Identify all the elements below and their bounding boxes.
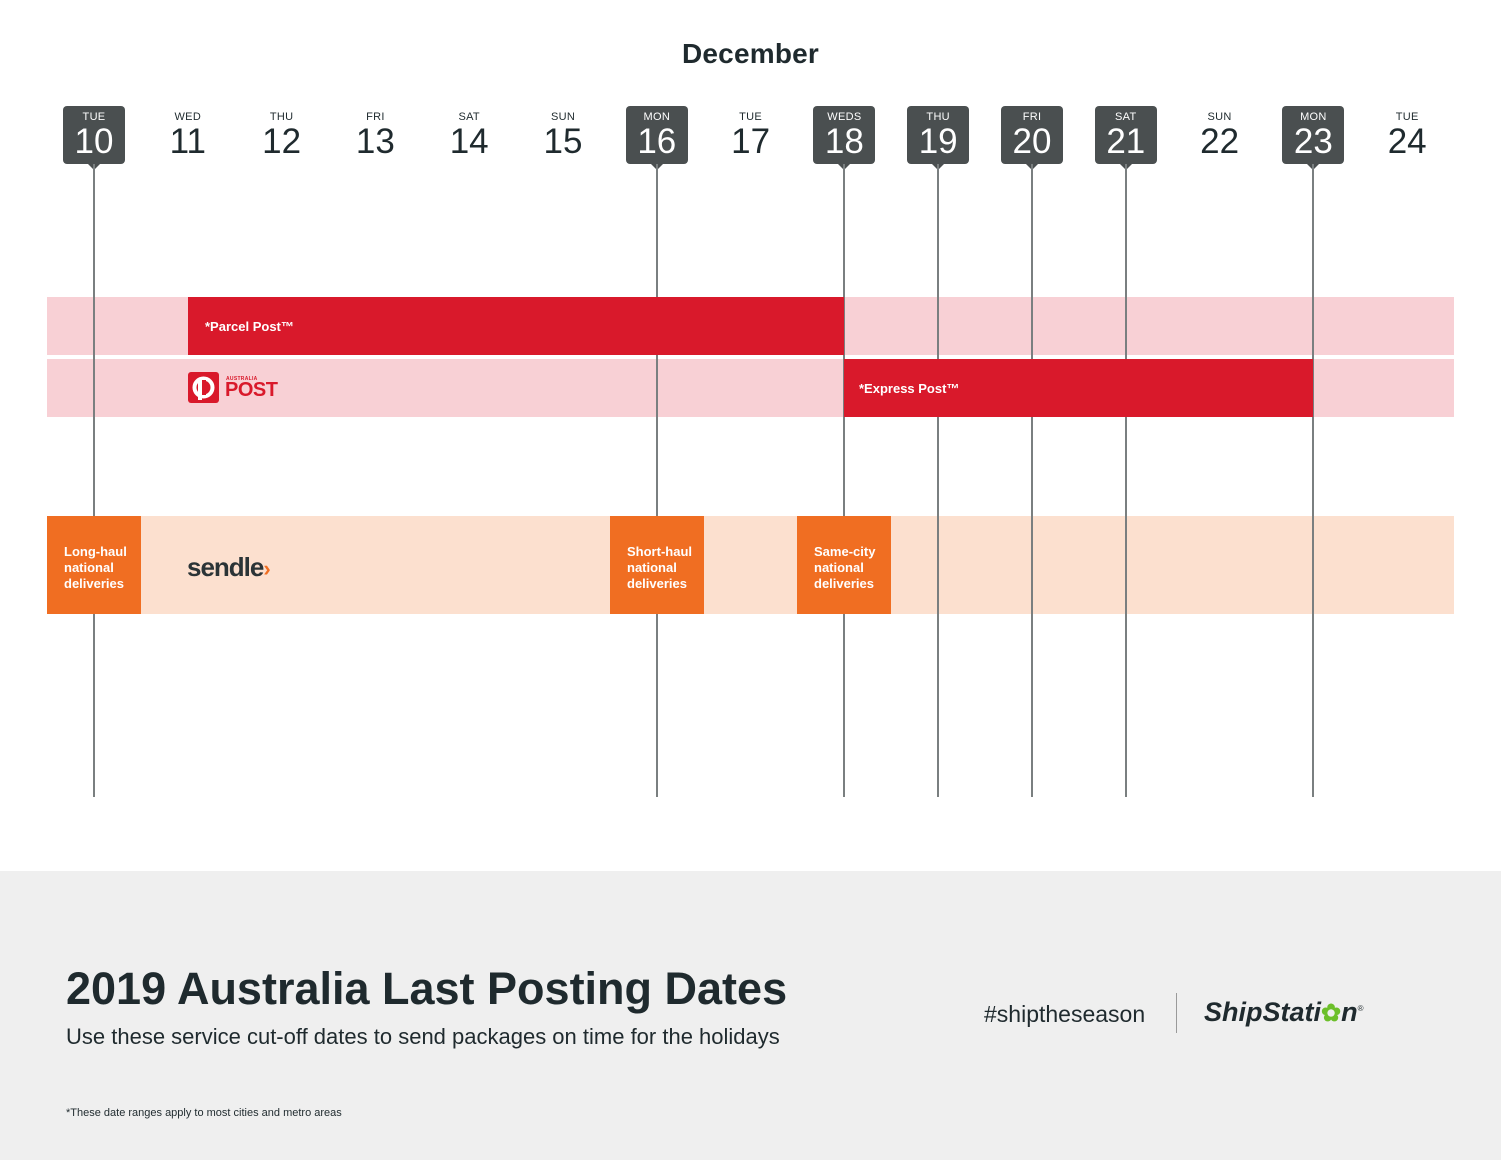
day-of-week: SUN xyxy=(550,111,576,123)
month-title: December xyxy=(681,38,819,69)
cutoff-line-19 xyxy=(937,164,940,797)
day-of-week: SUN xyxy=(1207,111,1232,123)
day-of-week: MON xyxy=(1300,111,1327,123)
day-number: 18 xyxy=(824,122,864,161)
page-subtitle: Use these service cut-off dates to send … xyxy=(66,1024,780,1049)
day-15: SUN 15 xyxy=(532,106,594,164)
day-12: THU 12 xyxy=(251,106,313,164)
day-20: FRI 20 xyxy=(1001,106,1063,170)
day-of-week: FRI xyxy=(1022,111,1042,123)
cutoff-line-10 xyxy=(93,164,95,797)
day-of-week: TUE xyxy=(1395,111,1419,123)
shipstation-logo: ShipStati✿n® xyxy=(1204,997,1364,1028)
day-of-week: MON xyxy=(643,111,671,123)
day-number: 23 xyxy=(1293,122,1333,161)
day-header-row: TUE 10 WED 11 THU 12 FRI 13 SAT 14 SUN 15 MON 16 TUE 17… xyxy=(63,106,1438,170)
cutoff-line-21 xyxy=(1124,164,1127,797)
day-number: 16 xyxy=(637,122,677,161)
same-city-line-3: deliveries xyxy=(814,576,874,591)
day-of-week: TUE xyxy=(82,111,106,123)
sendle-chevron-icon: › xyxy=(263,556,271,581)
day-24: TUE 24 xyxy=(1376,106,1438,164)
day-17: TUE 17 xyxy=(720,106,782,164)
cutoff-line-16 xyxy=(655,164,658,797)
long-haul-line-2: national xyxy=(64,560,114,575)
day-19: THU 19 xyxy=(907,106,970,170)
day-number: 20 xyxy=(1012,122,1052,161)
sendle-row xyxy=(47,516,1454,614)
day-of-week: THU xyxy=(926,111,950,123)
day-16: MON 16 xyxy=(625,106,688,170)
day-of-week: WEDS xyxy=(827,111,862,123)
long-haul-line-3: deliveries xyxy=(64,576,124,591)
day-of-week: TUE xyxy=(739,111,763,123)
day-number: 22 xyxy=(1200,122,1240,161)
shipstation-logo-text-end: n xyxy=(1341,997,1358,1027)
day-14: SAT 14 xyxy=(438,106,500,164)
day-number: 12 xyxy=(262,122,302,161)
cutoff-line-20 xyxy=(1031,164,1033,797)
same-city-box: Same-city national deliveries xyxy=(797,516,891,614)
day-22: SUN 22 xyxy=(1189,106,1251,164)
day-10: TUE 10 xyxy=(63,106,125,170)
long-haul-line-1: Long-haul xyxy=(64,544,127,559)
cutoff-line-23 xyxy=(1312,164,1315,797)
short-haul-line-1: Short-haul xyxy=(627,544,692,559)
day-number: 19 xyxy=(918,122,958,161)
day-number: 10 xyxy=(74,122,114,161)
day-of-week: FRI xyxy=(366,111,385,123)
day-of-week: WED xyxy=(174,111,202,123)
day-of-week: SAT xyxy=(458,111,480,123)
registered-mark: ® xyxy=(1357,1004,1364,1013)
australia-post-logo: AUSTRALIA POST xyxy=(188,372,285,403)
australia-post-logo-text: POST xyxy=(225,379,278,401)
australia-post-mark-icon xyxy=(188,372,219,403)
parcel-post-label: *Parcel Post™ xyxy=(205,318,294,334)
day-number: 17 xyxy=(731,122,771,161)
cutoff-line-18 xyxy=(843,164,846,797)
day-21: SAT 21 xyxy=(1094,106,1157,170)
australia-post-logo-small-text: AUSTRALIA xyxy=(226,376,258,382)
short-haul-box: Short-haul national deliveries xyxy=(610,516,704,614)
express-post-bar: *Express Post™ xyxy=(844,359,1313,417)
footer-panel: 2019 Australia Last Posting Dates Use th… xyxy=(0,871,1501,1160)
day-number: 15 xyxy=(543,122,583,161)
day-number: 11 xyxy=(169,122,206,161)
footnote: *These date ranges apply to most cities … xyxy=(66,1107,342,1119)
day-of-week: THU xyxy=(269,111,294,123)
shipstation-logo-text: ShipStati xyxy=(1204,997,1322,1027)
parcel-post-bar: *Parcel Post™ xyxy=(188,297,844,355)
sendle-logo-text: sendle xyxy=(187,552,264,582)
day-number: 13 xyxy=(355,122,395,161)
day-number: 24 xyxy=(1387,122,1427,161)
short-haul-line-3: deliveries xyxy=(627,576,687,591)
day-18: WEDS 18 xyxy=(813,106,876,170)
hashtag: #shiptheseason xyxy=(984,1001,1146,1027)
long-haul-box: Long-haul national deliveries xyxy=(47,516,141,614)
sendle-logo: sendle› xyxy=(187,552,271,583)
same-city-line-1: Same-city xyxy=(814,544,876,559)
day-of-week: SAT xyxy=(1115,111,1137,123)
day-number: 14 xyxy=(449,122,489,161)
same-city-line-2: national xyxy=(814,560,864,575)
short-haul-line-2: national xyxy=(627,560,677,575)
gear-icon: ✿ xyxy=(1321,1000,1342,1027)
page-title: 2019 Australia Last Posting Dates xyxy=(66,963,788,1014)
day-23: MON 23 xyxy=(1282,106,1345,170)
footer-divider xyxy=(1176,993,1177,1033)
express-post-label: *Express Post™ xyxy=(859,380,960,396)
day-11: WED 11 xyxy=(157,106,219,164)
day-number: 21 xyxy=(1106,122,1146,161)
day-13: FRI 13 xyxy=(344,106,406,164)
